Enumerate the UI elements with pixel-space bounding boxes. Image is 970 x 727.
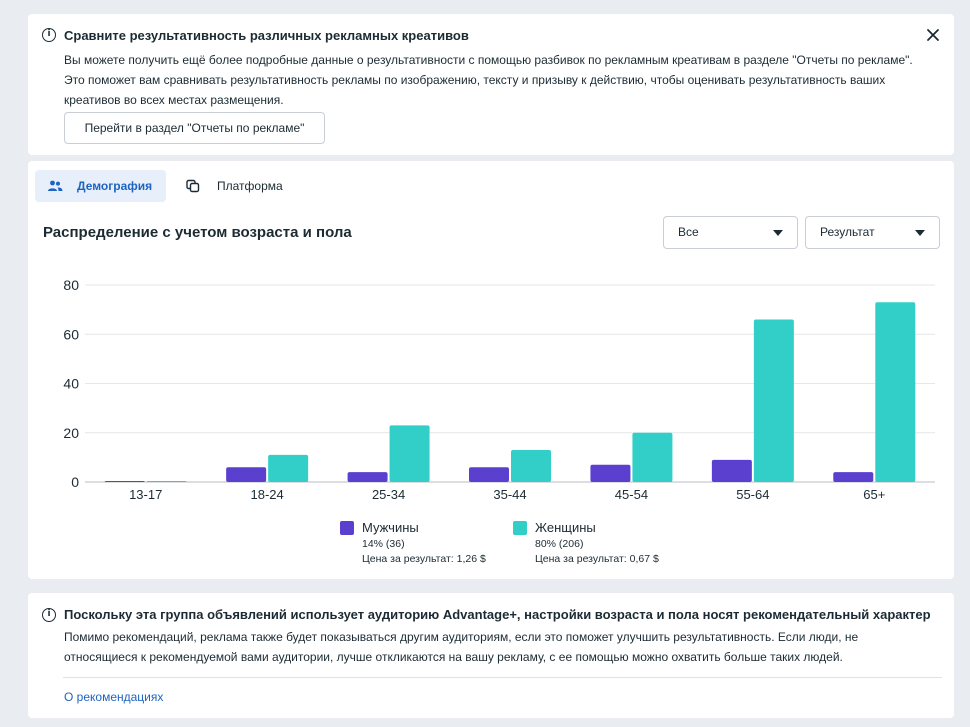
close-icon[interactable] (926, 28, 940, 42)
audience-select[interactable]: Все (663, 216, 798, 249)
x-tick-label: 55-64 (736, 487, 769, 502)
x-tick-label: 45-54 (615, 487, 648, 502)
creative-comparison-banner: i Сравните результативность различных ре… (28, 14, 954, 155)
metric-select[interactable]: Результат (805, 216, 940, 249)
legend-cost-men: Цена за результат: 1,26 $ (362, 553, 486, 565)
bar-men (833, 472, 874, 482)
x-tick-label: 65+ (863, 487, 885, 502)
bar-women (753, 319, 794, 482)
legend-swatch-women (513, 521, 527, 535)
banner-title: Сравните результативность различных рекл… (64, 28, 469, 43)
bar-men (590, 464, 631, 482)
audience-select-value: Все (678, 225, 699, 239)
divider (63, 677, 942, 678)
banner-text: Вы можете получить ещё более подробные д… (64, 53, 913, 107)
bar-men (226, 467, 267, 482)
x-tick-label: 18-24 (251, 487, 284, 502)
bar-women (389, 425, 430, 482)
legend-swatch-men (340, 521, 354, 535)
people-icon (48, 180, 63, 191)
x-tick-label: 25-34 (372, 487, 405, 502)
bar-men (104, 481, 145, 482)
chevron-down-icon (773, 230, 783, 236)
y-tick-label: 0 (71, 474, 79, 490)
demographics-panel: Демография Платформа Распределение с уче… (28, 161, 954, 579)
copy-icon (186, 179, 200, 193)
age-gender-bar-chart: 0 20 40 60 80 13-17 18-24 25-34 35-44 45-54 55-64 6… (63, 277, 935, 502)
legend-share-women: 80% (206) (535, 538, 584, 550)
x-tick-label: 13-17 (129, 487, 162, 502)
tab-demographics[interactable]: Демография (35, 170, 166, 202)
bar-men (711, 459, 752, 482)
y-tick-label: 80 (63, 277, 79, 293)
metric-select-value: Результат (820, 225, 875, 239)
legend-name-women: Женщины (535, 520, 596, 535)
legend-name-men: Мужчины (362, 520, 419, 535)
bar-women (632, 432, 673, 482)
info-icon: i (42, 28, 56, 42)
tab-demographics-label: Демография (77, 179, 153, 193)
bar-men (347, 472, 388, 482)
y-tick-label: 40 (63, 376, 79, 392)
chevron-down-icon (915, 230, 925, 236)
bar-women (511, 449, 551, 482)
advantage-title: Поскольку эта группа объявлений использу… (64, 607, 931, 622)
tab-platform-label: Платформа (217, 179, 283, 193)
legend-cost-women: Цена за результат: 0,67 $ (535, 553, 659, 565)
go-to-ad-reports-button[interactable]: Перейти в раздел "Отчеты по рекламе" (64, 112, 325, 144)
advantage-text: Помимо рекомендаций, реклама также будет… (64, 630, 859, 664)
x-tick-label: 35-44 (493, 487, 526, 502)
y-tick-label: 20 (63, 425, 79, 441)
y-tick-label: 60 (63, 326, 79, 342)
bar-women (268, 454, 309, 482)
info-icon: i (42, 608, 56, 622)
advantage-audience-notice: i Поскольку эта группа объявлений исполь… (28, 593, 954, 718)
bar-men (469, 467, 509, 482)
about-recommendations-link[interactable]: О рекомендациях (64, 690, 164, 704)
bar-women (146, 481, 187, 482)
legend-share-men: 14% (36) (362, 538, 405, 550)
tab-platform[interactable]: Платформа (173, 170, 293, 202)
bar-women (875, 302, 916, 482)
section-title: Распределение с учетом возраста и пола (43, 224, 352, 241)
